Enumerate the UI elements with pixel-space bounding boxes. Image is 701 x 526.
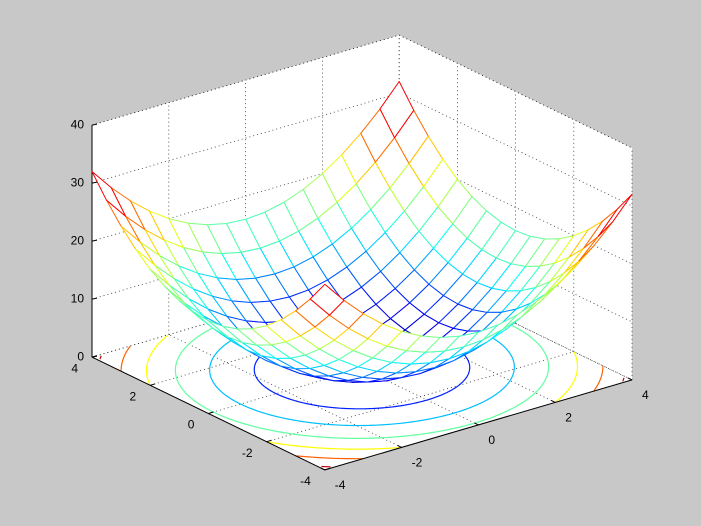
z-tick (91, 123, 98, 126)
x-tick-label: 2 (565, 411, 572, 425)
y-tick (324, 467, 330, 471)
y-tick-label: -2 (242, 446, 253, 460)
x-tick (550, 399, 556, 403)
y-tick (266, 439, 272, 443)
z-tick (91, 239, 98, 242)
x-tick (627, 377, 633, 381)
mesh-cell (379, 81, 415, 139)
y-tick (208, 411, 214, 414)
z-tick-label: 40 (71, 117, 85, 131)
y-tick-label: 4 (71, 361, 78, 375)
mesh-cell (309, 283, 345, 316)
x-tick-label: -4 (335, 478, 346, 492)
z-tick-label: 30 (71, 175, 85, 189)
x-tick (474, 422, 479, 426)
x-tick (397, 444, 402, 448)
z-tick-label: 0 (77, 349, 84, 363)
y-tick (91, 355, 98, 358)
z-tick (91, 181, 98, 184)
mesh-cell (597, 193, 633, 237)
y-tick-label: 0 (188, 418, 195, 432)
y-tick-label: -4 (300, 474, 311, 488)
y-tick-label: 2 (130, 389, 137, 403)
mesh-cell (91, 171, 127, 217)
x-tick-label: -2 (412, 456, 423, 470)
z-tick-label: 20 (71, 233, 85, 247)
grid-line (91, 92, 400, 184)
grid-line (91, 150, 400, 242)
z-tick (91, 297, 98, 300)
x-tick (320, 467, 326, 471)
x-tick-label: 0 (488, 433, 495, 447)
z-tick-label: 10 (71, 291, 85, 305)
box-edge (91, 34, 400, 126)
grid-line (266, 351, 574, 443)
y-tick (150, 383, 156, 386)
x-tick-label: 4 (642, 388, 649, 402)
